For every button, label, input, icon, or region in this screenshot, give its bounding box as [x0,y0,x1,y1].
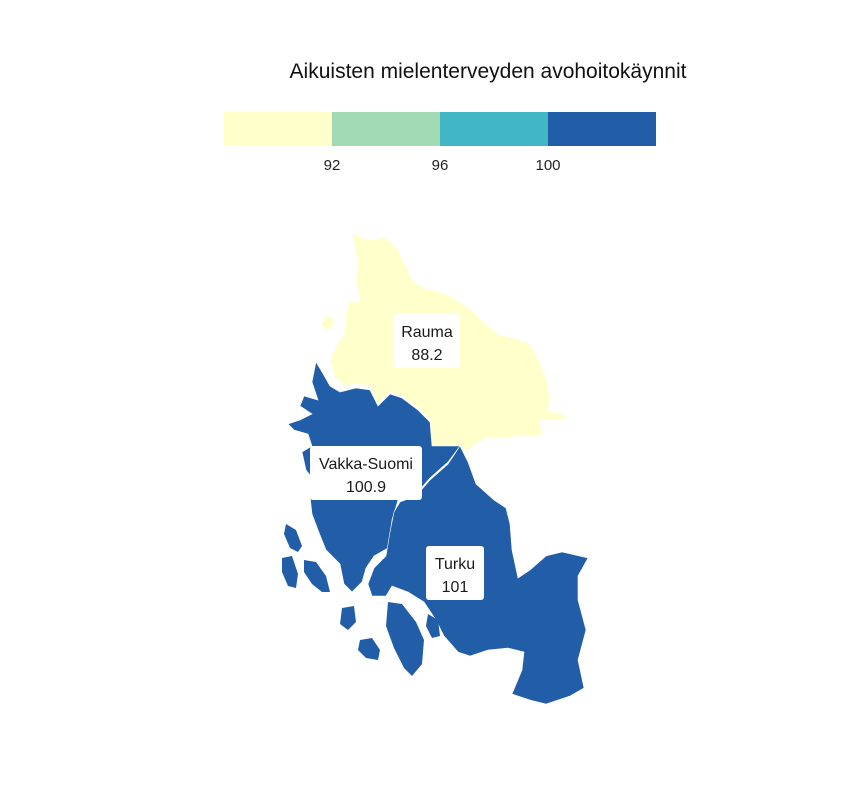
legend-break-label: 96 [432,157,449,174]
region-rauma-islet [322,316,334,330]
region-value: 101 [442,579,469,596]
map-title: Aikuisten mielenterveyden avohoitokäynni… [290,60,687,83]
region-island [426,614,440,638]
legend-break-label: 92 [324,157,341,174]
legend-bin-1 [224,112,332,146]
legend-bin-3 [440,112,548,146]
region-island [284,524,302,552]
region-label-rauma: Rauma 88.2 [394,314,460,368]
region-island [340,606,356,630]
region-name: Rauma [401,324,453,341]
region-label-turku: Turku 101 [426,546,484,600]
label-box [426,546,484,600]
label-box [394,314,460,368]
region-island [358,638,380,660]
region-name: Turku [435,556,475,573]
region-island [282,556,298,588]
region-island [304,560,330,592]
region-label-vakka-suomi: Vakka-Suomi 100.9 [310,446,422,500]
legend-break-label: 100 [535,157,560,174]
label-box [310,446,422,500]
region-value: 88.2 [411,347,442,364]
legend: 92 96 100 [224,112,656,174]
region-name: Vakka-Suomi [319,456,413,473]
legend-bin-2 [332,112,440,146]
region-value: 100.9 [346,479,386,496]
region-island [386,602,424,676]
legend-bin-4 [548,112,656,146]
